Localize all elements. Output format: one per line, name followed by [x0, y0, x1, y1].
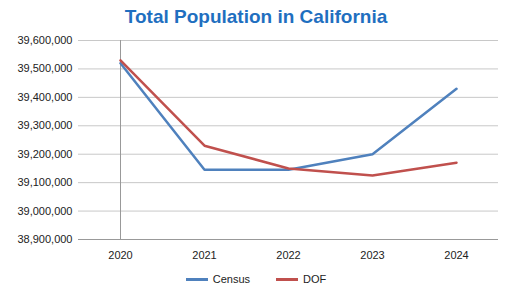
- svg-text:39,000,000: 39,000,000: [17, 205, 72, 217]
- svg-text:39,200,000: 39,200,000: [17, 148, 72, 160]
- html-text:DOF: DOF: [303, 273, 327, 285]
- svg-text:2021: 2021: [192, 249, 216, 261]
- svg-text:2022: 2022: [276, 249, 300, 261]
- html-text:Census: Census: [212, 273, 250, 285]
- svg-text:39,600,000: 39,600,000: [17, 34, 72, 46]
- svg-text:2020: 2020: [108, 249, 132, 261]
- svg-text:2023: 2023: [360, 249, 384, 261]
- svg-text:39,100,000: 39,100,000: [17, 176, 72, 188]
- svg-text:39,500,000: 39,500,000: [17, 62, 72, 74]
- svg-text:2024: 2024: [444, 249, 468, 261]
- html-text:Total Population in California: Total Population in California: [124, 6, 388, 27]
- svg-text:39,400,000: 39,400,000: [17, 91, 72, 103]
- svg-text:38,900,000: 38,900,000: [17, 233, 72, 245]
- svg-text:39,300,000: 39,300,000: [17, 119, 72, 131]
